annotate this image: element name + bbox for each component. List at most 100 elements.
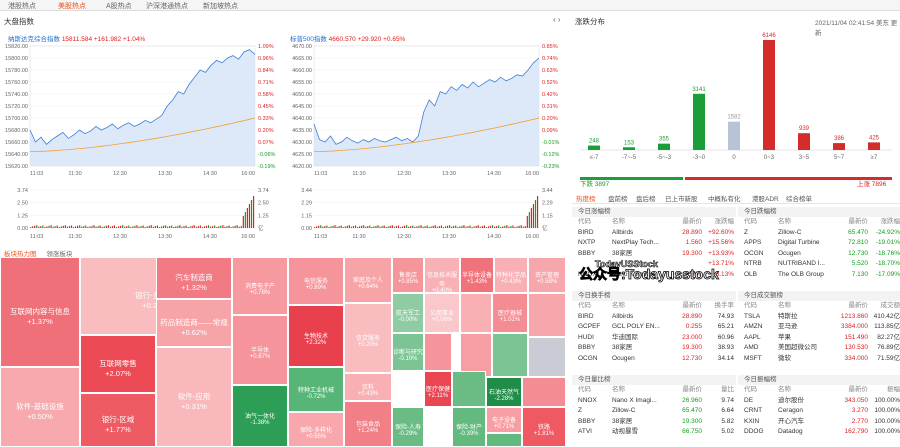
column-header[interactable]: 最新价 bbox=[682, 218, 703, 225]
heatmap-cell[interactable]: 软件-基础设施 +0.50% bbox=[0, 367, 80, 447]
table-row[interactable]: KXIN 开心汽车 2.770 100.00% bbox=[738, 417, 900, 428]
column-header[interactable]: 振幅 bbox=[887, 386, 900, 393]
table-row[interactable]: HUDI 华迪国际 23.000 60.96 bbox=[572, 333, 736, 344]
table-row[interactable]: Z Zillow-C 65.470 6.64 bbox=[572, 406, 736, 417]
column-header[interactable]: 换手率 bbox=[714, 302, 735, 309]
column-header[interactable]: 名称 bbox=[778, 302, 791, 309]
subtab-afterhours[interactable]: 盘后榜 bbox=[636, 196, 656, 203]
heatmap-cell[interactable]: 油气一体化 -1.38% bbox=[232, 385, 288, 447]
table-row[interactable]: +13.71% bbox=[572, 259, 736, 270]
column-header[interactable]: 名称 bbox=[778, 386, 791, 393]
table-row[interactable]: APPS Digital Turbine 72.810 -19.01% bbox=[738, 238, 900, 249]
heatmap-cell[interactable]: 消费电子产 +0.78% bbox=[232, 257, 288, 315]
heatmap-cell[interactable]: 包装食品 +1.24% bbox=[344, 401, 392, 447]
column-header[interactable]: 代码 bbox=[744, 218, 757, 225]
heatmap-cell[interactable]: 信息技术服务 +0.40% bbox=[424, 257, 460, 293]
table-row[interactable]: DE 迪尔股份 343.050 100.00% bbox=[738, 396, 900, 407]
tab-hk-hot[interactable]: 港股热点 bbox=[8, 3, 36, 10]
column-header[interactable]: 最新价 bbox=[848, 302, 869, 309]
tab-connect-hot[interactable]: 沪深港通热点 bbox=[146, 3, 188, 10]
heatmap-cell[interactable]: 医疗保健 +2.11% bbox=[424, 371, 452, 407]
table-row[interactable]: OCGN Ocugen 12.730 -18.76% bbox=[738, 249, 900, 260]
heatmap-cell[interactable]: 信贷服务 +0.20% bbox=[344, 303, 392, 373]
column-header[interactable]: 最新价 bbox=[848, 386, 869, 393]
heatmap-cell[interactable]: 家庭及个人 +0.64% bbox=[344, 257, 392, 303]
table-row[interactable]: DDOG Datadog 162.790 100.00% bbox=[738, 427, 900, 438]
heatmap-cell[interactable]: 软件-应用 +0.31% bbox=[156, 347, 232, 447]
table-row[interactable]: BIRD Allbirds 28.890 +92.60% bbox=[572, 228, 736, 239]
table-row[interactable]: AAPL 苹果 151.490 82.27亿 bbox=[738, 333, 900, 344]
table-row[interactable]: NXTP NextPlay Tech... 1.560 +15.56% bbox=[572, 238, 736, 249]
heatmap-cell[interactable]: 航天军工 -0.00% bbox=[392, 293, 424, 333]
heatmap-cell[interactable]: 互联网内容与信息 +1.37% bbox=[0, 257, 80, 367]
heatmap-cell[interactable] bbox=[452, 371, 486, 407]
subtab-new-listings[interactable]: 已上市新股 bbox=[665, 196, 698, 203]
heatmap-cell[interactable]: 铁路 +1.81% bbox=[522, 407, 566, 447]
column-header[interactable]: 最新价 bbox=[682, 386, 703, 393]
table-row[interactable]: BBBY 38家居 19.300 +13.93% bbox=[572, 249, 736, 260]
table-row[interactable]: Z Zillow-C 65.470 -24.92% bbox=[738, 228, 900, 239]
heatmap-cell[interactable]: 生物技术 +2.32% bbox=[288, 305, 344, 367]
heatmap-cell[interactable]: 半导体设备 +1.43% bbox=[460, 257, 494, 293]
column-header[interactable]: 代码 bbox=[744, 386, 757, 393]
heatmap-cell[interactable] bbox=[424, 333, 452, 371]
table-row[interactable]: OCGN Ocugen 12.730 34.14 bbox=[572, 354, 736, 365]
table-row[interactable]: CRNT Ceragon 3.270 100.00% bbox=[738, 406, 900, 417]
subtab-hk-adr[interactable]: 港股ADR bbox=[752, 196, 779, 203]
heatmap-cell[interactable]: 诊断与研究 -0.10% bbox=[392, 333, 424, 371]
heatmap-cell[interactable]: 电子设备 +0.71% bbox=[486, 407, 522, 433]
column-header[interactable]: 代码 bbox=[578, 302, 591, 309]
heatmap-cell[interactable]: 公用事业 +0.06% bbox=[424, 293, 460, 333]
table-row[interactable]: NTRB NUTRIBAND I... 5.520 -18.70% bbox=[738, 259, 900, 270]
nasdaq-name[interactable]: 纳斯达克综合指数 bbox=[8, 36, 60, 43]
heatmap-cell[interactable] bbox=[528, 293, 566, 337]
column-header[interactable]: 代码 bbox=[744, 302, 757, 309]
table-row[interactable]: BBBY 38家居 19.300 38.93 bbox=[572, 343, 736, 354]
heatmap-cell[interactable]: 售卖店 +0.85% bbox=[392, 257, 424, 293]
heatmap-cell[interactable]: 饮料 +0.43% bbox=[344, 373, 392, 401]
subtab-composite[interactable]: 综合榜单 bbox=[786, 196, 812, 203]
tab-us-hot[interactable]: 美股热点 bbox=[58, 3, 86, 10]
heatmap-cell[interactable] bbox=[486, 433, 522, 447]
prev-next-arrows[interactable]: ‹ › bbox=[553, 15, 561, 24]
tab-a-share-hot[interactable]: A股热点 bbox=[106, 3, 132, 10]
column-header[interactable]: 量比 bbox=[721, 386, 734, 393]
heatmap-cell[interactable]: 保险-人寿 -0.29% bbox=[392, 407, 424, 447]
heatmap-cell[interactable]: 电信服务 +0.89% bbox=[288, 257, 344, 305]
column-header[interactable]: 名称 bbox=[612, 218, 625, 225]
refresh-link[interactable]: 更新 bbox=[815, 20, 898, 37]
table-row[interactable]: BBBY 38家居 19.300 5.82 bbox=[572, 417, 736, 428]
table-row[interactable]: GCPEF GCL POLY EN... 0.255 65.21 bbox=[572, 322, 736, 333]
table-row[interactable]: TSLA 特斯拉 1213.860 410.42亿 bbox=[738, 312, 900, 323]
table-row[interactable]: NNOX Nano X Imagi... 26.960 9.74 bbox=[572, 396, 736, 407]
column-header[interactable]: 最新价 bbox=[848, 218, 869, 225]
heatmap-cell[interactable]: 保险-多样化 +0.55% bbox=[288, 412, 344, 447]
tab-sg-hot[interactable]: 新加坡热点 bbox=[203, 3, 238, 10]
column-header[interactable]: 名称 bbox=[778, 218, 791, 225]
heatmap-cell[interactable]: 半导体 +0.87% bbox=[232, 315, 288, 385]
heatmap-cell[interactable]: 特种化学品 +0.43% bbox=[494, 257, 528, 293]
heatmap-cell[interactable]: 石油天然气 -2.28% bbox=[486, 377, 522, 407]
column-header[interactable]: 代码 bbox=[578, 218, 591, 225]
table-row[interactable]: OLB The OLB Group 7.130 -17.09% bbox=[738, 270, 900, 281]
sp500-name[interactable]: 标普500指数 bbox=[290, 36, 327, 43]
heatmap-cell[interactable]: 银行-区域 +1.77% bbox=[80, 393, 156, 447]
heatmap-cell[interactable] bbox=[460, 333, 492, 377]
heatmap-cell[interactable]: 特种工业机械 -0.72% bbox=[288, 367, 344, 412]
heatmap-cell[interactable]: 资产管理 +0.58% bbox=[528, 257, 566, 293]
tab-sector-heatmap[interactable]: 板块热力图 bbox=[4, 251, 37, 258]
heatmap-cell[interactable] bbox=[528, 337, 566, 377]
column-header[interactable]: 最新价 bbox=[682, 302, 703, 309]
subtab-premarket[interactable]: 盘前榜 bbox=[608, 196, 628, 203]
heatmap-cell[interactable] bbox=[522, 377, 566, 407]
table-row[interactable]: MSFT 微软 334.000 71.59亿 bbox=[738, 354, 900, 365]
column-header[interactable]: 名称 bbox=[612, 386, 625, 393]
heatmap-cell[interactable]: 保险-财产 -0.39% bbox=[452, 407, 486, 447]
subtab-hot[interactable]: 热度榜 bbox=[576, 196, 596, 203]
heatmap-cell[interactable]: 汽车制造商 +1.32% bbox=[156, 257, 232, 299]
heatmap-cell[interactable] bbox=[492, 333, 528, 377]
tab-leading-sectors[interactable]: 领涨板块 bbox=[46, 251, 73, 258]
column-header[interactable]: 成交额 bbox=[880, 302, 900, 309]
heatmap-cell[interactable]: 互联网零售 +2.07% bbox=[80, 335, 156, 393]
table-row[interactable]: ATVI 动视暴雪 66.750 5.02 bbox=[572, 427, 736, 438]
